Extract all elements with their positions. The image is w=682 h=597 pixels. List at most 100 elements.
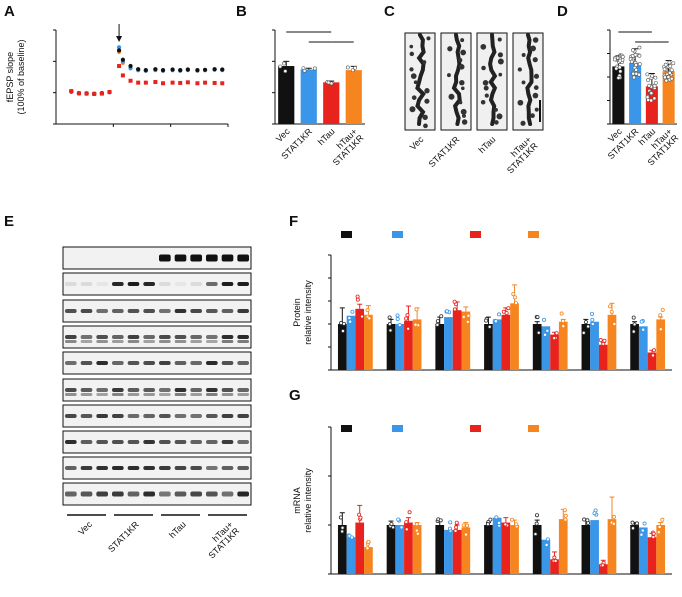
a-point-hTau: [153, 80, 158, 85]
g-dot: [563, 517, 568, 522]
f-dot: [452, 307, 457, 312]
g-bar-hTauSTAT1KR: [412, 525, 422, 574]
e-band: [237, 254, 249, 262]
e-band: [221, 282, 234, 286]
a-point-hTau: [136, 80, 141, 85]
g-dot: [651, 531, 656, 536]
a-point-Vec: [212, 67, 217, 72]
e-band: [237, 440, 249, 444]
c-spine: [494, 108, 498, 112]
f-dot: [543, 332, 548, 337]
panel-label-g: G: [289, 387, 301, 404]
f-dot: [632, 322, 637, 327]
f-dot: [631, 329, 636, 334]
e-band: [143, 440, 155, 444]
a-point-hTau: [195, 81, 200, 86]
f-dot: [360, 314, 365, 319]
c-spine: [533, 85, 539, 90]
e-band: [65, 340, 77, 343]
g-dot: [448, 520, 453, 525]
c-label: hTau: [477, 134, 498, 155]
d-dot: [629, 59, 634, 64]
e-band: [112, 414, 124, 418]
e-band: [190, 361, 202, 365]
f-bar-hTauSTAT1KR: [412, 319, 422, 370]
g-bar-hTau: [550, 559, 559, 574]
e-band: [190, 340, 202, 343]
c-spine: [498, 72, 503, 77]
a-point-hTau: [161, 81, 166, 86]
g-legend-swatch: [470, 425, 481, 432]
e-band: [237, 414, 249, 418]
e-band: [159, 414, 171, 418]
e-band: [206, 388, 218, 392]
g-dot: [497, 520, 502, 525]
e-band: [96, 393, 108, 396]
a-point-hTau: [120, 73, 125, 78]
e-band: [112, 388, 124, 392]
panel-label-e: E: [4, 213, 14, 230]
g-bar-Vec: [532, 525, 542, 574]
e-band: [174, 340, 187, 343]
g-dot: [651, 535, 656, 540]
c-spine: [460, 108, 467, 115]
g-bar-hTau: [404, 522, 413, 574]
a-point-hTau: [143, 80, 148, 85]
f-bar-hTauSTAT1KR: [656, 319, 666, 370]
e-band: [80, 393, 93, 396]
e-band: [127, 491, 140, 497]
a-point-Vec: [170, 67, 175, 72]
e-band: [80, 414, 93, 418]
f-dot: [493, 319, 498, 324]
e-band: [174, 254, 187, 262]
e-band: [96, 466, 108, 470]
f-legend-swatch: [341, 231, 352, 238]
g-dot: [454, 520, 459, 525]
c-dendrite: [415, 33, 426, 126]
e-band: [237, 393, 249, 396]
e-band: [206, 414, 218, 418]
b-dot: [283, 69, 288, 74]
g-dot: [563, 513, 568, 518]
f-y-label: Proteinrelative intensity: [292, 280, 313, 345]
e-band: [96, 361, 108, 365]
g-dot: [494, 515, 499, 520]
d-dot: [618, 69, 623, 74]
e-band: [174, 491, 187, 497]
d-dot: [667, 70, 672, 75]
c-spine: [457, 57, 463, 63]
e-band: [190, 466, 202, 470]
g-dot: [533, 532, 538, 537]
d-dot: [633, 52, 638, 57]
g-dot: [503, 522, 508, 527]
g-dot: [553, 558, 558, 563]
e-band: [112, 361, 124, 365]
a-point-Vec: [143, 68, 148, 73]
g-bar-hTau: [598, 564, 608, 574]
g-dot: [657, 524, 662, 529]
e-band: [159, 282, 171, 286]
a-point-Vec: [120, 57, 125, 62]
d-dot: [653, 75, 658, 80]
a-point-hTau: [170, 80, 175, 85]
a-point-hTau: [203, 80, 208, 85]
a-point-Vec: [220, 67, 225, 72]
g-dot: [407, 510, 412, 515]
g-dot: [404, 520, 409, 525]
e-band: [174, 466, 187, 470]
e-band: [80, 388, 93, 392]
d-bar: [612, 66, 625, 124]
e-blot-strip: [62, 351, 252, 375]
e-band: [190, 414, 202, 418]
d-bar: [662, 71, 675, 124]
c-spine: [532, 57, 538, 63]
g-dot: [660, 517, 665, 522]
e-band: [143, 491, 155, 497]
f-dot: [387, 315, 392, 320]
a-point-hTau: [69, 89, 74, 94]
f-dot: [397, 323, 402, 328]
f-dot: [395, 313, 400, 318]
e-band: [143, 309, 155, 313]
c-spine: [521, 53, 526, 57]
e-band: [237, 491, 249, 497]
